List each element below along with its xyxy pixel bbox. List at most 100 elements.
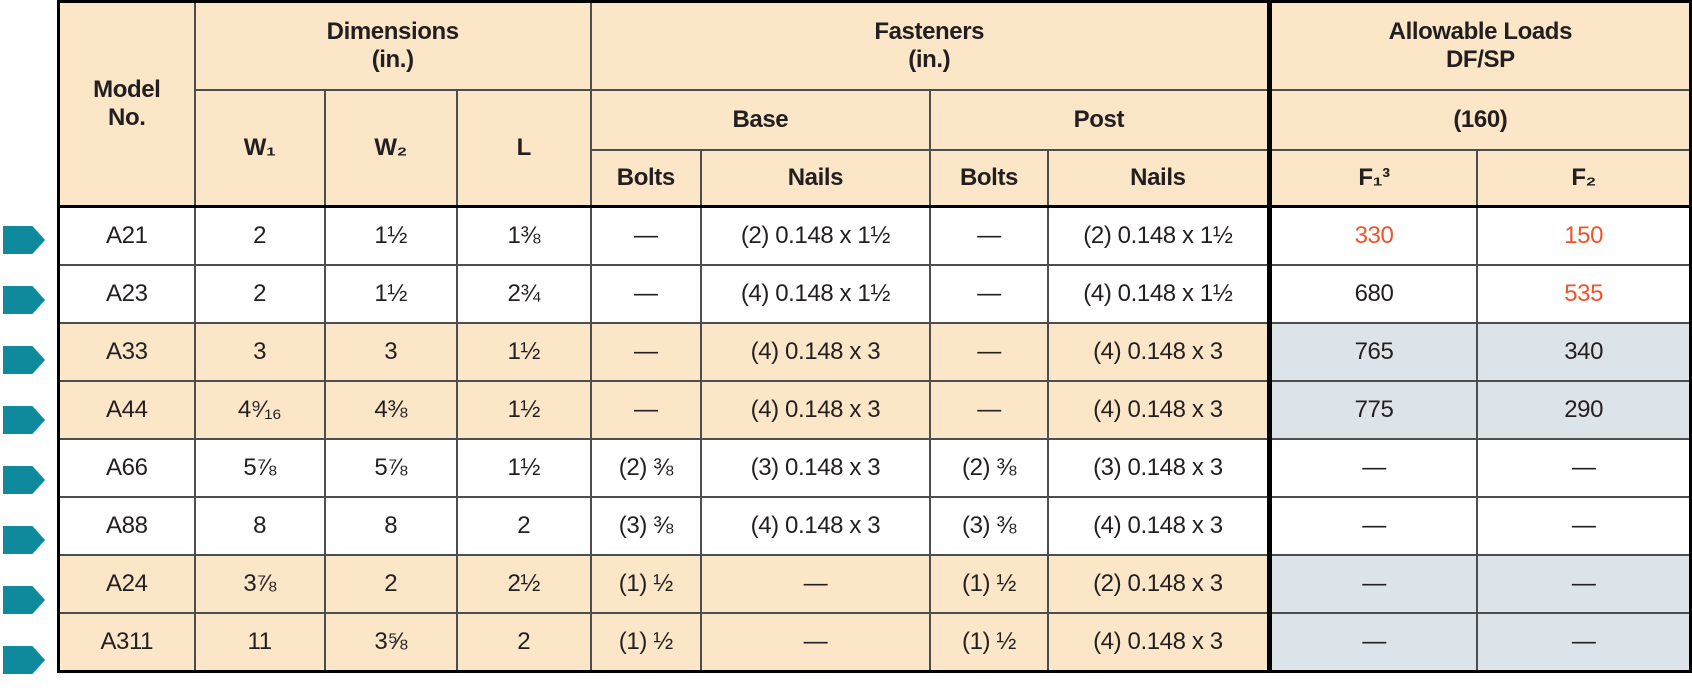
post-bolts-cell: (1) ½	[928, 612, 1050, 673]
base-bolts-cell: —	[589, 322, 702, 382]
model-cell: A66	[57, 438, 196, 498]
row-pointer-arrow-icon	[3, 646, 45, 674]
l-cell: 2	[455, 612, 592, 673]
model-cell: A23	[57, 264, 196, 324]
base-nails-cell: —	[699, 554, 931, 614]
model-cell: A33	[57, 322, 196, 382]
w2-cell: 4⅜	[323, 380, 458, 440]
header-f1: F₁³	[1266, 149, 1479, 208]
row-pointer-arrow-icon	[3, 406, 45, 434]
w1-cell: 3⅞	[193, 554, 326, 614]
l-cell: 1½	[455, 322, 592, 382]
header-w2: W₂	[323, 89, 458, 208]
header-load-duration-160: (160)	[1266, 89, 1692, 151]
header-allowable-loads: Allowable Loads DF/SP	[1266, 0, 1692, 91]
base-nails-cell: (2) 0.148 x 1½	[699, 205, 931, 266]
post-bolts-cell: —	[928, 264, 1050, 324]
w1-cell: 2	[193, 205, 326, 266]
base-bolts-cell: (1) ½	[589, 554, 702, 614]
f2-cell: 535	[1476, 264, 1692, 324]
base-bolts-cell: (2) ⅜	[589, 438, 702, 498]
w2-cell: 3	[323, 322, 458, 382]
header-fasteners: Fasteners (in.)	[589, 0, 1271, 91]
base-bolts-cell: (1) ½	[589, 612, 702, 673]
header-post: Post	[928, 89, 1271, 151]
base-nails-cell: (4) 0.148 x 1½	[699, 264, 931, 324]
table-row: A311 11 3⅝ 2 (1) ½ — (1) ½ (4) 0.148 x 3…	[57, 612, 1692, 673]
header-base-nails: Nails	[699, 149, 931, 208]
post-nails-cell: (4) 0.148 x 3	[1047, 612, 1271, 673]
post-nails-cell: (4) 0.148 x 1½	[1047, 264, 1271, 324]
l-cell: 2½	[455, 554, 592, 614]
f2-cell: —	[1476, 496, 1692, 556]
base-nails-cell: —	[699, 612, 931, 673]
table-row: A66 5⅞ 5⅞ 1½ (2) ⅜ (3) 0.148 x 3 (2) ⅜ (…	[57, 438, 1692, 498]
model-cell: A311	[57, 612, 196, 673]
table-row: A44 4⁹⁄₁₆ 4⅜ 1½ — (4) 0.148 x 3 — (4) 0.…	[57, 380, 1692, 440]
w2-cell: 3⅝	[323, 612, 458, 673]
base-nails-cell: (3) 0.148 x 3	[699, 438, 931, 498]
row-pointer-arrow-icon	[3, 466, 45, 494]
base-bolts-cell: (3) ⅜	[589, 496, 702, 556]
w1-cell: 2	[193, 264, 326, 324]
f2-cell: 150	[1476, 205, 1692, 266]
row-marker-gutter	[0, 0, 57, 692]
table-row: A23 2 1½ 2¾ — (4) 0.148 x 1½ — (4) 0.148…	[57, 264, 1692, 324]
model-cell: A21	[57, 205, 196, 266]
model-cell: A44	[57, 380, 196, 440]
table-row: A24 3⅞ 2 2½ (1) ½ — (1) ½ (2) 0.148 x 3 …	[57, 554, 1692, 614]
f1-cell: 765	[1266, 322, 1479, 382]
f2-cell: 290	[1476, 380, 1692, 440]
row-pointer-arrow-icon	[3, 226, 45, 254]
post-nails-cell: (2) 0.148 x 3	[1047, 554, 1271, 614]
connector-spec-table: Model No. Dimensions (in.) Fasteners (in…	[57, 0, 1692, 673]
w2-cell: 5⅞	[323, 438, 458, 498]
l-cell: 1⅜	[455, 205, 592, 266]
l-cell: 1½	[455, 438, 592, 498]
header-post-bolts: Bolts	[928, 149, 1050, 208]
w2-cell: 1½	[323, 205, 458, 266]
f1-cell: —	[1266, 438, 1479, 498]
post-nails-cell: (4) 0.148 x 3	[1047, 322, 1271, 382]
base-nails-cell: (4) 0.148 x 3	[699, 322, 931, 382]
w2-cell: 2	[323, 554, 458, 614]
row-pointer-arrow-icon	[3, 286, 45, 314]
w1-cell: 5⅞	[193, 438, 326, 498]
post-nails-cell: (3) 0.148 x 3	[1047, 438, 1271, 498]
header-dimensions: Dimensions (in.)	[193, 0, 592, 91]
post-bolts-cell: (1) ½	[928, 554, 1050, 614]
f1-cell: —	[1266, 612, 1479, 673]
f2-cell: —	[1476, 612, 1692, 673]
l-cell: 2	[455, 496, 592, 556]
row-pointer-arrow-icon	[3, 526, 45, 554]
f1-cell: 330	[1266, 205, 1479, 266]
header-base-bolts: Bolts	[589, 149, 702, 208]
l-cell: 2¾	[455, 264, 592, 324]
f1-cell: —	[1266, 496, 1479, 556]
w1-cell: 11	[193, 612, 326, 673]
row-pointer-arrow-icon	[3, 586, 45, 614]
header-w1: W₁	[193, 89, 326, 208]
post-bolts-cell: —	[928, 380, 1050, 440]
base-nails-cell: (4) 0.148 x 3	[699, 380, 931, 440]
base-nails-cell: (4) 0.148 x 3	[699, 496, 931, 556]
f1-cell: 680	[1266, 264, 1479, 324]
w1-cell: 3	[193, 322, 326, 382]
w2-cell: 1½	[323, 264, 458, 324]
row-pointer-arrow-icon	[3, 346, 45, 374]
model-cell: A88	[57, 496, 196, 556]
post-nails-cell: (4) 0.148 x 3	[1047, 496, 1271, 556]
header-base: Base	[589, 89, 931, 151]
table-row: A88 8 8 2 (3) ⅜ (4) 0.148 x 3 (3) ⅜ (4) …	[57, 496, 1692, 556]
post-bolts-cell: —	[928, 322, 1050, 382]
post-bolts-cell: (2) ⅜	[928, 438, 1050, 498]
header-l: L	[455, 89, 592, 208]
w1-cell: 4⁹⁄₁₆	[193, 380, 326, 440]
post-nails-cell: (2) 0.148 x 1½	[1047, 205, 1271, 266]
header-f2: F₂	[1476, 149, 1692, 208]
f1-cell: 775	[1266, 380, 1479, 440]
f2-cell: 340	[1476, 322, 1692, 382]
w2-cell: 8	[323, 496, 458, 556]
post-bolts-cell: —	[928, 205, 1050, 266]
